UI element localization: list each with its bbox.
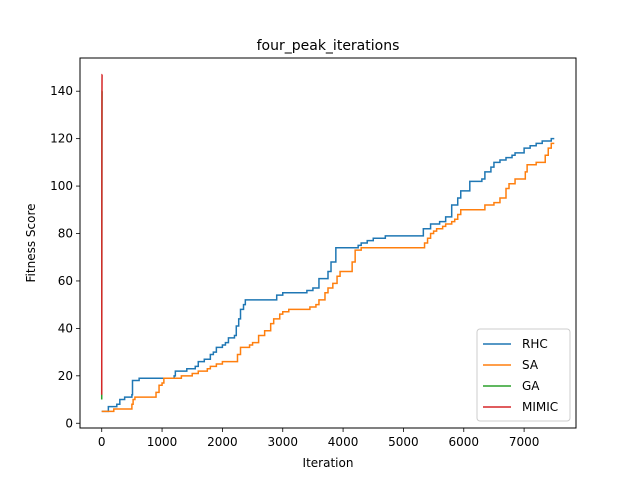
- x-axis: 0 1000 2000 3000 4000 5000 6000 7000: [98, 428, 539, 449]
- x-tick-label: 7000: [509, 435, 540, 449]
- series-layer: [100, 73, 555, 413]
- x-tick-label: 6000: [448, 435, 479, 449]
- legend-label-ga: GA: [522, 379, 540, 393]
- x-tick-label: 2000: [207, 435, 238, 449]
- y-tick-label: 120: [50, 132, 73, 146]
- x-axis-title: Iteration: [303, 456, 354, 470]
- y-tick-label: 140: [50, 84, 73, 98]
- x-tick-label: 0: [98, 435, 106, 449]
- x-tick-label: 3000: [267, 435, 298, 449]
- x-tick-label: 1000: [147, 435, 178, 449]
- series-line-rhc: [101, 137, 555, 413]
- legend: RHC SA GA MIMIC: [476, 328, 571, 422]
- y-axis-title: Fitness Score: [24, 204, 38, 283]
- legend-box: [476, 328, 571, 422]
- y-tick-label: 100: [50, 179, 73, 193]
- legend-entries: RHC SA GA MIMIC: [483, 337, 558, 414]
- x-tick-label: 5000: [388, 435, 419, 449]
- chart-title: four_peak_iterations: [257, 38, 400, 54]
- x-tick-label: 4000: [328, 435, 359, 449]
- series-line-sa: [101, 142, 555, 413]
- y-axis: 0 20 40 60 80 100 120 140: [50, 84, 80, 430]
- y-tick-label: 40: [58, 321, 73, 335]
- legend-label-mimic: MIMIC: [522, 400, 558, 414]
- legend-label-sa: SA: [522, 358, 539, 372]
- y-tick-label: 0: [65, 416, 73, 430]
- y-tick-label: 80: [58, 227, 73, 241]
- y-tick-label: 20: [58, 369, 73, 383]
- plot-area-frame: [79, 57, 577, 429]
- y-tick-label: 60: [58, 274, 73, 288]
- legend-label-rhc: RHC: [522, 337, 548, 351]
